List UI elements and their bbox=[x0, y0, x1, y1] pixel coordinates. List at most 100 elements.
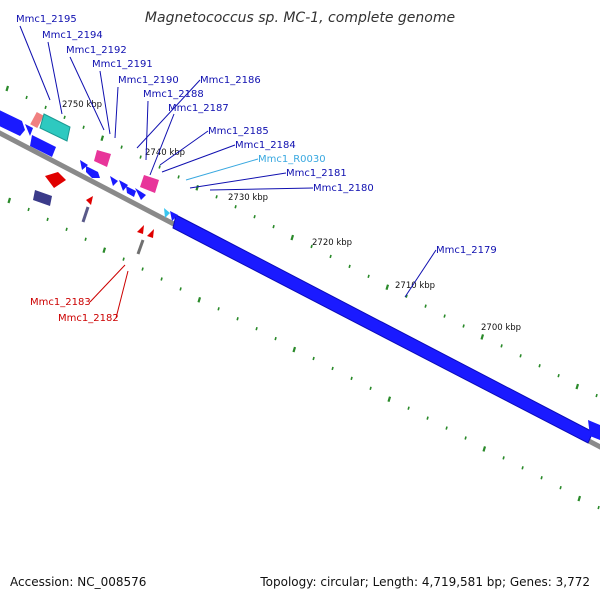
cds-feature-slate-block[interactable] bbox=[33, 190, 52, 206]
gene-label-mmc1_2184[interactable]: Mmc1_2184 bbox=[235, 140, 296, 151]
cds-feature-small-c[interactable] bbox=[110, 176, 118, 186]
inner-tick-7 bbox=[141, 267, 144, 271]
outer-tick-19 bbox=[367, 274, 370, 279]
gene-label-mmc1_2192[interactable]: Mmc1_2192 bbox=[66, 45, 127, 56]
tick-label-5: 2700 kbp bbox=[481, 323, 521, 333]
gene-leader-7 bbox=[149, 113, 175, 176]
inner-tick-18 bbox=[350, 376, 353, 381]
gene-label-mmc1_2182[interactable]: Mmc1_2182 bbox=[58, 313, 119, 324]
inner-tick-0 bbox=[7, 197, 12, 204]
inner-tick-23 bbox=[445, 426, 448, 430]
outer-tick-20 bbox=[385, 284, 390, 291]
tick-label-4: 2710 kbp bbox=[395, 281, 435, 291]
accession-label: Accession: NC_008576 bbox=[10, 575, 147, 589]
tick-ring-outer bbox=[5, 85, 598, 398]
inner-tick-20 bbox=[387, 396, 392, 403]
genome-summary: Topology: circular; Length: 4,719,581 bp… bbox=[260, 575, 590, 589]
tick-label-2: 2730 kbp bbox=[228, 193, 268, 203]
outer-tick-27 bbox=[519, 354, 522, 358]
cds-feature-small-a[interactable] bbox=[80, 160, 88, 170]
outer-tick-25 bbox=[480, 334, 485, 340]
inner-tick-11 bbox=[217, 307, 220, 311]
gene-label-mmc1_2191[interactable]: Mmc1_2191 bbox=[92, 59, 153, 70]
inner-tick-6 bbox=[122, 257, 125, 261]
gene-label-mmc1_2185[interactable]: Mmc1_2185 bbox=[208, 126, 269, 137]
inner-tick-26 bbox=[502, 456, 505, 460]
inner-tick-2 bbox=[46, 217, 49, 222]
outer-tick-17 bbox=[329, 254, 332, 259]
cds-feature-small-f[interactable] bbox=[135, 188, 146, 200]
gene-label-mmc1_2195[interactable]: Mmc1_2195 bbox=[16, 14, 77, 25]
cds-feature-mmc1-2179[interactable] bbox=[172, 214, 594, 444]
cds-feature-2180[interactable] bbox=[170, 211, 178, 221]
feature-pink-small[interactable] bbox=[30, 111, 44, 129]
cds-feature-small-e[interactable] bbox=[126, 186, 136, 197]
gene-label-mmc1_2179[interactable]: Mmc1_2179 bbox=[436, 245, 497, 256]
inner-tick-14 bbox=[274, 336, 277, 341]
gene-label-mmc1_2183[interactable]: Mmc1_2183 bbox=[30, 297, 91, 308]
gene-leader-13 bbox=[404, 249, 437, 298]
gene-leader-5 bbox=[136, 79, 201, 149]
inner-tick-10 bbox=[197, 297, 202, 303]
inner-tick-3 bbox=[65, 227, 68, 232]
outer-tick-2 bbox=[44, 105, 47, 110]
gene-label-mmc1_2181[interactable]: Mmc1_2181 bbox=[286, 168, 347, 179]
tick-label-0: 2750 kbp bbox=[62, 100, 102, 110]
inner-tick-1 bbox=[27, 207, 30, 212]
cds-feature-mmc1-2182[interactable] bbox=[137, 225, 144, 234]
inner-tick-9 bbox=[179, 287, 182, 291]
inner-tick-8 bbox=[160, 277, 163, 281]
tick-label-1: 2740 kbp bbox=[145, 148, 185, 158]
outer-tick-11 bbox=[215, 195, 218, 199]
inner-tick-24 bbox=[464, 436, 467, 440]
inner-tick-15 bbox=[292, 346, 297, 353]
map-title: Magnetococcus sp. MC-1, complete genome bbox=[144, 10, 456, 26]
outer-tick-16 bbox=[310, 244, 313, 249]
cds-feature-small-d[interactable] bbox=[119, 180, 128, 191]
gene-labels: Mmc1_2195 Mmc1_2194 Mmc1_2192 Mmc1_2191 Mmc1… bbox=[16, 14, 497, 324]
gene-label-mmc1_2190[interactable]: Mmc1_2190 bbox=[118, 75, 179, 86]
gene-label-mmc1_2187[interactable]: Mmc1_2187 bbox=[168, 103, 229, 114]
inner-tick-19 bbox=[369, 386, 372, 391]
gene-leader-4 bbox=[114, 86, 119, 139]
outer-tick-28 bbox=[538, 364, 541, 368]
cds-feature-red-block[interactable] bbox=[45, 172, 66, 188]
cds-feature-2183-tail bbox=[81, 206, 90, 223]
gene-leader-8 bbox=[159, 130, 209, 166]
inner-tick-30 bbox=[577, 495, 582, 502]
gene-label-mmc1_2186[interactable]: Mmc1_2186 bbox=[200, 75, 261, 86]
gene-label-mmc1_2180[interactable]: Mmc1_2180 bbox=[313, 183, 374, 194]
hypothetical-feature-2190[interactable] bbox=[94, 150, 111, 167]
outer-tick-12 bbox=[234, 205, 237, 209]
outer-tick-7 bbox=[139, 155, 142, 159]
outer-tick-22 bbox=[424, 304, 427, 308]
outer-tick-10 bbox=[195, 185, 200, 191]
cds-feature-small-2194[interactable] bbox=[25, 124, 33, 136]
outer-tick-1 bbox=[25, 95, 28, 100]
inner-tick-16 bbox=[312, 356, 315, 361]
inner-tick-5 bbox=[102, 247, 107, 254]
cds-feature-2182b[interactable] bbox=[147, 229, 154, 238]
gene-leader-11 bbox=[189, 172, 287, 189]
feature-teal-block[interactable] bbox=[39, 113, 71, 142]
outer-tick-14 bbox=[272, 224, 275, 229]
tick-label-3: 2720 kbp bbox=[312, 238, 352, 248]
outer-tick-0 bbox=[5, 85, 10, 92]
outer-tick-3 bbox=[63, 115, 66, 120]
cds-feature-small-b[interactable] bbox=[86, 166, 100, 178]
cds-feature-mmc1-2183[interactable] bbox=[86, 196, 93, 205]
gene-label-mmc1_2188[interactable]: Mmc1_2188 bbox=[143, 89, 204, 100]
outer-tick-26 bbox=[500, 344, 503, 348]
tick-ring-inner bbox=[7, 197, 600, 510]
cds-feature-right-edge[interactable] bbox=[588, 420, 600, 440]
inner-tick-27 bbox=[521, 466, 524, 470]
inner-tick-12 bbox=[236, 317, 239, 321]
hypothetical-feature-2185[interactable] bbox=[140, 175, 159, 193]
gene-label-mmc1_r0030[interactable]: Mmc1_R0030 bbox=[258, 154, 326, 165]
cds-feature-mmc1-2192[interactable] bbox=[30, 135, 56, 157]
rna-feature-r0030[interactable] bbox=[164, 208, 170, 218]
gene-label-mmc1_2194[interactable]: Mmc1_2194 bbox=[42, 30, 103, 41]
cds-feature-mmc1-2195[interactable] bbox=[0, 108, 25, 136]
gene-leader-2 bbox=[69, 56, 105, 131]
